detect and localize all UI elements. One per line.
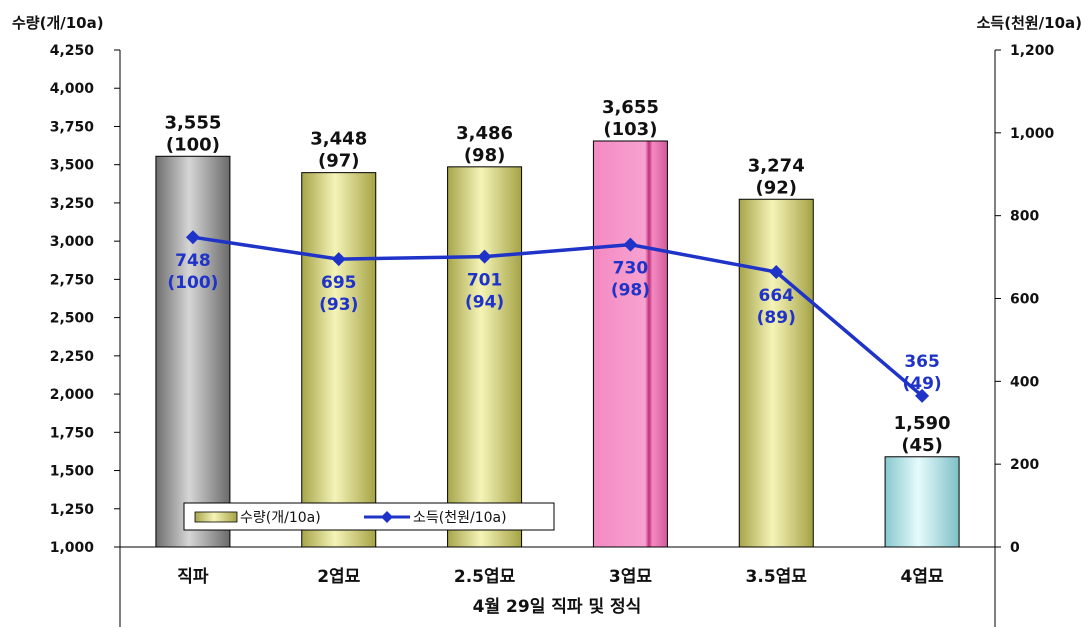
income-value-label: 365	[904, 352, 940, 372]
y-tick-label: 2,500	[50, 311, 95, 327]
income-point	[185, 230, 200, 245]
y-tick-label: 1,750	[50, 425, 95, 441]
income-index-label: (100)	[167, 273, 218, 293]
y-tick-label: 4,000	[50, 81, 95, 97]
x-tick-label: 3.5엽묘	[746, 567, 808, 587]
income-series-line	[192, 235, 924, 398]
income-value-label: 664	[759, 286, 795, 306]
right-axis-ticks: 0 200 400 600 800 1,000 1,200	[995, 43, 1055, 556]
income-value-label: 730	[613, 259, 649, 279]
legend: 수량(개/10a) 소득(천원/10a)	[183, 502, 555, 531]
y2-tick-label: 800	[1010, 209, 1039, 225]
bar-index-label: (98)	[464, 145, 506, 166]
y-tick-label: 3,500	[50, 158, 95, 174]
y-tick-label: 2,750	[50, 272, 95, 288]
bars: 3,555(100) 3,448(97)3,486(98)3,655(103)3,…	[155, 97, 960, 548]
bar	[884, 456, 960, 548]
income-point	[915, 388, 930, 403]
bar-value-label: 3,486	[456, 123, 513, 144]
bar-value-label: 1,590	[894, 413, 951, 434]
legend-bar-label: 수량(개/10a)	[240, 510, 321, 526]
y2-axis-title: 소득(천원/10a)	[977, 14, 1082, 32]
income-point	[623, 237, 638, 252]
bar	[301, 172, 377, 548]
category-labels: 직파 2엽묘 2.5엽묘 3엽묘 3.5엽묘 4엽묘	[177, 567, 944, 587]
y2-tick-label: 1,000	[1010, 126, 1055, 142]
y-tick-label: 2,000	[50, 387, 95, 403]
income-index-label: (93)	[319, 295, 358, 315]
legend-line-label: 소득(천원/10a)	[413, 510, 507, 526]
y-tick-label: 3,750	[50, 119, 95, 135]
y2-tick-label: 1,200	[1010, 43, 1055, 59]
legend-bar-swatch	[194, 511, 238, 523]
bar-index-label: (97)	[318, 151, 360, 172]
bar-value-label: 3,555	[164, 112, 221, 133]
income-value-label: 748	[175, 251, 211, 271]
left-axis-ticks: 1,000 1,250 1,500 1,750 2,000 2,250 2,500 2,750…	[50, 43, 120, 556]
x-axis-title: 4월 29일 직파 및 정식	[473, 597, 642, 617]
legend-line-marker	[381, 511, 393, 523]
y-tick-label: 3,250	[50, 196, 95, 212]
y-tick-label: 2,250	[50, 349, 95, 365]
y-tick-label: 3,000	[50, 234, 95, 250]
bar-value-label: 3,274	[748, 155, 805, 176]
bar-index-label: (92)	[755, 177, 797, 198]
bar-index-label: (103)	[603, 119, 657, 140]
income-index-label: (98)	[611, 281, 650, 301]
y-tick-label: 1,250	[50, 502, 95, 518]
bar-index-label: (100)	[166, 134, 220, 155]
y-axis-title: 수량(개/10a)	[12, 14, 104, 32]
income-index-label: (49)	[902, 374, 941, 394]
x-tick-label: 직파	[177, 567, 209, 587]
y2-tick-label: 200	[1010, 457, 1039, 473]
income-point	[477, 249, 492, 264]
x-tick-label: 2.5엽묘	[454, 567, 516, 587]
income-value-label: 701	[467, 271, 503, 291]
y2-tick-label: 0	[1010, 540, 1020, 556]
income-line: 748(100) 695(93) 701(94) 730(98) 664(89) 365(…	[167, 230, 942, 403]
income-value-label: 695	[321, 273, 357, 293]
y2-tick-label: 400	[1010, 374, 1039, 390]
y2-tick-label: 600	[1010, 292, 1039, 308]
y-tick-label: 1,000	[50, 540, 95, 556]
income-point	[331, 252, 346, 267]
x-tick-label: 3엽묘	[609, 567, 652, 587]
bar-value-label: 3,448	[310, 129, 367, 150]
bar	[155, 155, 231, 548]
y-tick-label: 4,250	[50, 43, 95, 59]
bar	[592, 140, 668, 548]
bar-index-label: (45)	[901, 435, 943, 456]
bar-value-label: 3,655	[602, 97, 659, 118]
x-tick-label: 4엽묘	[901, 567, 944, 587]
x-tick-label: 2엽묘	[317, 567, 360, 587]
bar	[447, 166, 523, 548]
axes: 1,000 1,250 1,500 1,750 2,000 2,250 2,500 2,750…	[50, 43, 1055, 627]
income-index-label: (89)	[757, 308, 796, 328]
income-index-label: (94)	[465, 293, 504, 313]
income-point	[769, 264, 784, 279]
bar	[738, 198, 814, 548]
y-tick-label: 1,500	[50, 464, 95, 480]
